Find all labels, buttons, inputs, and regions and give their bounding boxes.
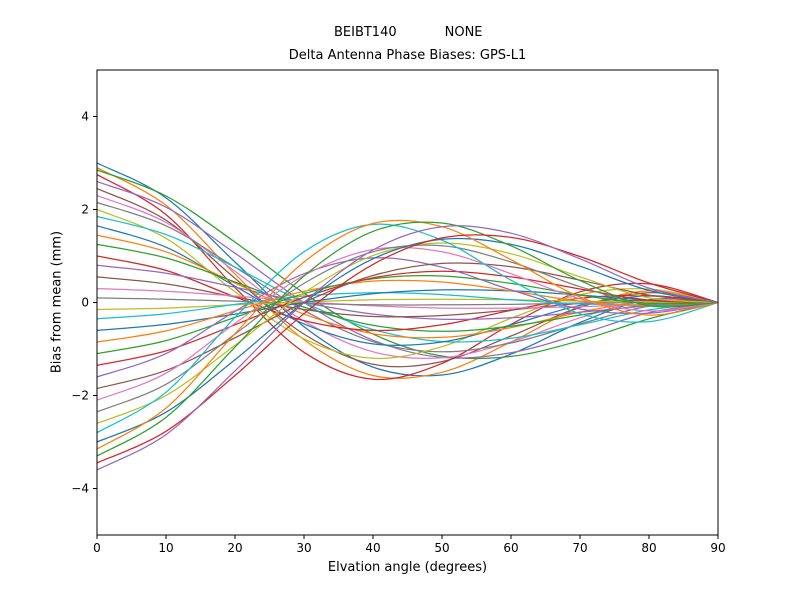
y-tick-label: 0 — [81, 296, 89, 310]
x-tick-label: 0 — [93, 541, 101, 555]
series-line-line-05 — [96, 181, 719, 359]
series-line-line-19 — [96, 298, 719, 311]
x-tick-label: 50 — [434, 541, 449, 555]
y-tick-label: −2 — [71, 389, 89, 403]
x-tick-label: 60 — [503, 541, 518, 555]
x-tick-label: 40 — [365, 541, 380, 555]
y-tick-label: 2 — [81, 203, 89, 217]
x-tick-label: 80 — [641, 541, 656, 555]
series-line-line-23 — [96, 275, 719, 355]
series-line-line-08 — [96, 201, 719, 353]
series-line-line-09 — [96, 208, 719, 360]
x-tick-label: 10 — [158, 541, 173, 555]
y-tick-label: 4 — [81, 110, 89, 124]
x-axis-label: Elvation angle (degrees) — [327, 560, 488, 575]
series-line-line-11 — [96, 225, 719, 347]
series-line-line-35 — [96, 225, 719, 471]
x-tick-label: 90 — [710, 541, 725, 555]
y-tick-label: −4 — [71, 482, 89, 496]
series-line-line-17 — [96, 287, 719, 309]
figure-suptitle: BEIBT140 NONE — [0, 10, 800, 55]
series-line-line-33 — [96, 221, 719, 457]
x-tick-label: 70 — [572, 541, 587, 555]
series-line-line-04 — [96, 174, 719, 381]
x-tick-label: 30 — [296, 541, 311, 555]
x-tick-label: 20 — [227, 541, 242, 555]
series-line-line-25 — [96, 257, 719, 378]
series-line-line-28 — [96, 244, 719, 413]
chart-title: Delta Antenna Phase Biases: GPS-L1 — [288, 48, 527, 63]
series-line-line-30 — [96, 223, 719, 434]
series-line-line-18 — [96, 297, 719, 306]
series-line-line-32 — [96, 219, 719, 450]
series-line-line-22 — [96, 279, 719, 343]
station-name: BEIBT140 — [333, 25, 397, 40]
series-line-line-01 — [96, 162, 719, 377]
series-line-line-31 — [96, 237, 719, 443]
session-name: NONE — [444, 25, 483, 40]
